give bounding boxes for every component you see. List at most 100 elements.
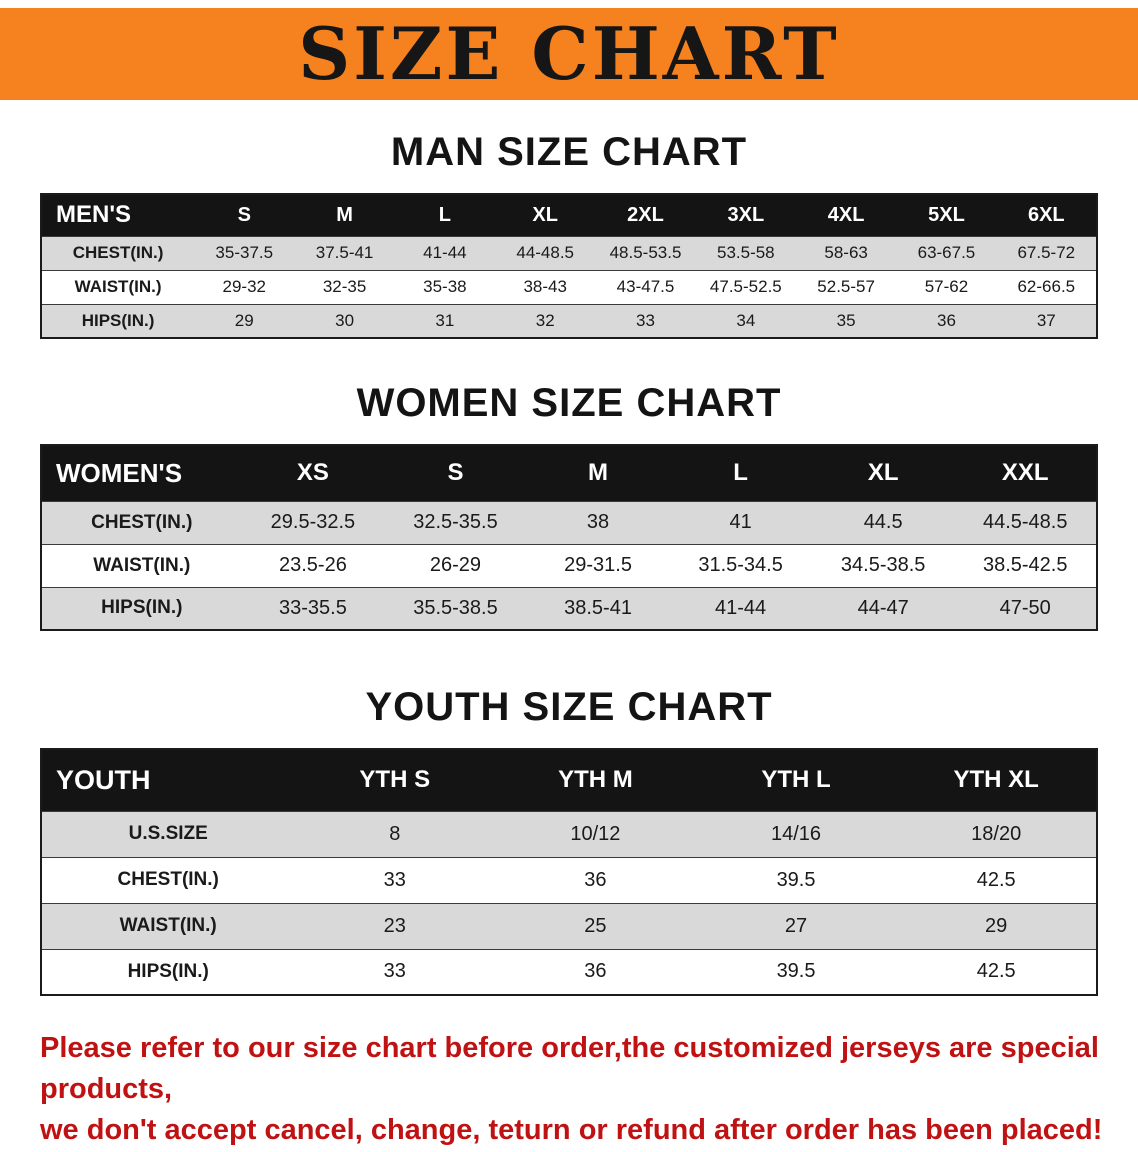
size-value: 37.5-41 — [294, 235, 395, 271]
size-value: 33-35.5 — [241, 586, 385, 631]
size-value: 25 — [495, 902, 696, 950]
youth-section-heading: YOUTH SIZE CHART — [365, 685, 773, 729]
table-title-cell: WOMEN'S — [41, 445, 242, 501]
size-value: 33 — [294, 948, 496, 996]
size-value: 26-29 — [384, 543, 527, 588]
row-label: WAIST(IN.) — [41, 543, 242, 588]
size-value: 53.5-58 — [695, 235, 796, 271]
size-value: 44.5-48.5 — [954, 500, 1097, 545]
size-value: 31 — [394, 303, 496, 339]
row-label: HIPS(IN.) — [41, 948, 295, 996]
size-value: 52.5-57 — [795, 269, 897, 305]
size-value: 35.5-38.5 — [384, 586, 527, 631]
table-title-cell: YOUTH — [41, 749, 295, 811]
size-value: 57-62 — [896, 269, 997, 305]
size-value: 62-66.5 — [996, 269, 1097, 305]
size-value: 38.5-41 — [526, 586, 670, 631]
size-value: 35-37.5 — [194, 235, 295, 271]
size-column-header: XL — [495, 194, 596, 236]
table-header-row: WOMEN'S XS S M L XL XXL — [41, 445, 1097, 501]
size-value: 8 — [294, 810, 496, 858]
size-value: 37 — [996, 303, 1097, 339]
size-value: 47.5-52.5 — [695, 269, 796, 305]
women-section-heading: WOMEN SIZE CHART — [356, 381, 782, 425]
size-value: 39.5 — [695, 948, 897, 996]
size-value: 34.5-38.5 — [811, 543, 955, 588]
size-value: 44.5 — [811, 500, 955, 545]
size-value: 41 — [669, 500, 812, 545]
size-value: 29 — [896, 902, 1097, 950]
size-value: 29-31.5 — [526, 543, 670, 588]
size-column-header: XXL — [954, 445, 1097, 501]
men-section-heading: MAN SIZE CHART — [390, 130, 748, 174]
table-title-cell: MEN'S — [41, 194, 195, 236]
size-value: 63-67.5 — [896, 235, 997, 271]
table-row: U.S.SIZE 8 10/12 14/16 18/20 — [41, 810, 1097, 858]
size-value: 38.5-42.5 — [954, 543, 1097, 588]
size-column-header: M — [526, 445, 670, 501]
size-value: 32 — [495, 303, 596, 339]
size-value: 38-43 — [495, 269, 596, 305]
row-label: CHEST(IN.) — [41, 856, 295, 904]
size-column-header: YTH L — [695, 749, 897, 811]
size-column-header: YTH S — [294, 749, 496, 811]
size-value: 48.5-53.5 — [595, 235, 696, 271]
row-label: WAIST(IN.) — [41, 902, 295, 950]
size-value: 47-50 — [954, 586, 1097, 631]
table-row: HIPS(IN.) 33-35.5 35.5-38.5 38.5-41 41-44 44-… — [41, 586, 1097, 631]
size-column-header: YTH XL — [896, 749, 1097, 811]
row-label: HIPS(IN.) — [41, 586, 242, 631]
size-column-header: S — [194, 194, 295, 236]
size-value: 33 — [595, 303, 696, 339]
table-row: HIPS(IN.) 29 30 31 32 33 34 35 36 37 — [41, 303, 1097, 339]
size-value: 44-47 — [811, 586, 955, 631]
banner-title: SIZE CHART — [298, 11, 840, 96]
size-column-header: 6XL — [996, 194, 1097, 236]
size-value: 38 — [526, 500, 670, 545]
size-value: 29.5-32.5 — [241, 500, 385, 545]
size-value: 30 — [294, 303, 395, 339]
table-row: WAIST(IN.) 23 25 27 29 — [41, 902, 1097, 950]
size-value: 33 — [294, 856, 496, 904]
size-value: 29 — [194, 303, 295, 339]
men-size-table: MEN'S S M L XL 2XL 3XL 4XL 5XL 6XL CHEST(IN.) 35-37… — [40, 193, 1098, 339]
size-column-header: 3XL — [695, 194, 796, 236]
row-label: U.S.SIZE — [41, 810, 295, 858]
table-header-row: MEN'S S M L XL 2XL 3XL 4XL 5XL 6XL — [41, 194, 1097, 236]
size-value: 32.5-35.5 — [384, 500, 527, 545]
size-column-header: 4XL — [795, 194, 897, 236]
size-value: 27 — [695, 902, 897, 950]
size-value: 14/16 — [695, 810, 897, 858]
table-row: HIPS(IN.) 33 36 39.5 42.5 — [41, 948, 1097, 996]
size-value: 35 — [795, 303, 897, 339]
size-column-header: XL — [811, 445, 955, 501]
row-label: WAIST(IN.) — [41, 269, 195, 305]
size-value: 42.5 — [896, 948, 1097, 996]
size-column-header: L — [669, 445, 812, 501]
order-policy-note-line1: Please refer to our size chart before or… — [40, 1032, 1099, 1106]
size-value: 10/12 — [495, 810, 696, 858]
size-value: 43-47.5 — [595, 269, 696, 305]
size-value: 29-32 — [194, 269, 295, 305]
size-column-header: XS — [241, 445, 385, 501]
size-value: 36 — [495, 948, 696, 996]
size-value: 36 — [896, 303, 997, 339]
youth-size-table: YOUTH YTH S YTH M YTH L YTH XL U.S.SIZE 8 10/12… — [40, 748, 1098, 996]
size-value: 32-35 — [294, 269, 395, 305]
size-value: 42.5 — [896, 856, 1097, 904]
size-value: 18/20 — [896, 810, 1097, 858]
size-column-header: 5XL — [896, 194, 997, 236]
size-value: 36 — [495, 856, 696, 904]
size-column-header: M — [294, 194, 395, 236]
table-row: CHEST(IN.) 33 36 39.5 42.5 — [41, 856, 1097, 904]
table-row: CHEST(IN.) 35-37.5 37.5-41 41-44 44-48.5 48.5… — [41, 235, 1097, 271]
size-value: 44-48.5 — [495, 235, 596, 271]
row-label: CHEST(IN.) — [41, 500, 242, 545]
order-policy-note: Please refer to our size chart before or… — [40, 1028, 1118, 1152]
size-column-header: 2XL — [595, 194, 696, 236]
size-value: 39.5 — [695, 856, 897, 904]
order-policy-note-line2: we don't accept cancel, change, teturn o… — [40, 1114, 1103, 1147]
table-header-row: YOUTH YTH S YTH M YTH L YTH XL — [41, 749, 1097, 811]
row-label: HIPS(IN.) — [41, 303, 195, 339]
women-size-table: WOMEN'S XS S M L XL XXL CHEST(IN.) 29.5-32.5 32.5… — [40, 444, 1098, 631]
